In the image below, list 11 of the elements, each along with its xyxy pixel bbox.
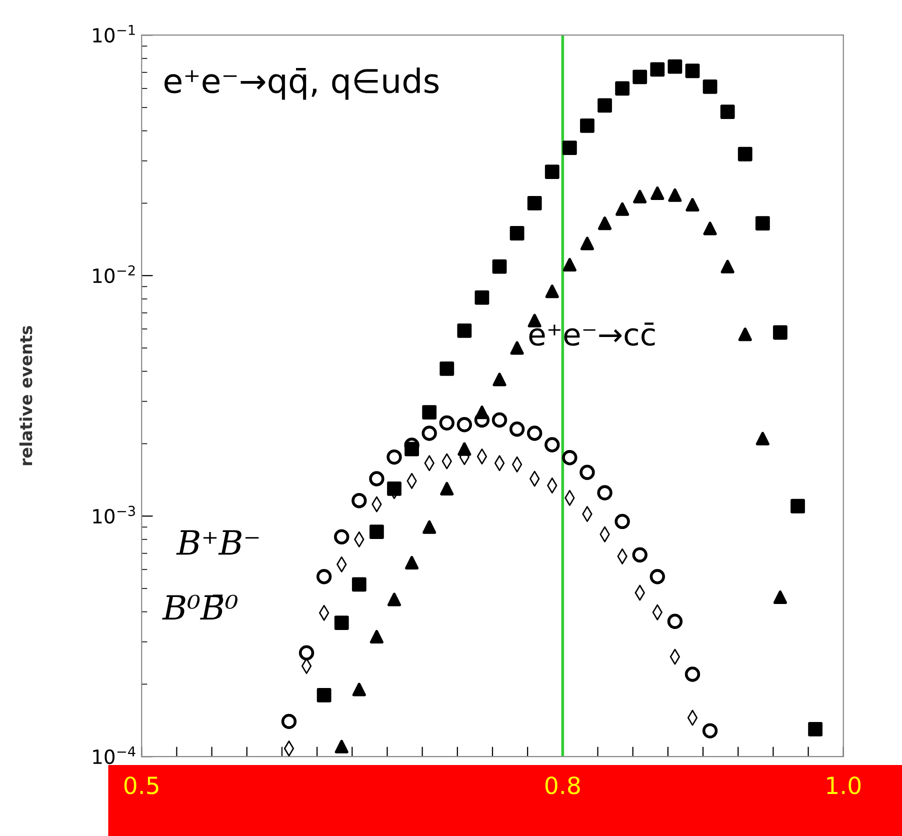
y-tick-label: 10$^{−3}$ [93,506,135,524]
x-tick-label: 0.5 [124,776,158,794]
annotation: B⁰B̄⁰ [162,594,238,620]
annotation: e⁺e⁻→qq̄, q∈uds [164,68,439,100]
y-tick-label: 10$^{−1}$ [93,25,135,43]
annotation: B⁺B⁻ [176,530,259,555]
y-tick-label: 10$^{−2}$ [93,265,135,284]
x-tick-label: 0.8 [545,776,580,794]
y-tick-label: 10$^{−4}$ [93,746,136,764]
y-axis-title: relative events [19,326,32,466]
x-tick-label: 1.0 [827,776,861,794]
